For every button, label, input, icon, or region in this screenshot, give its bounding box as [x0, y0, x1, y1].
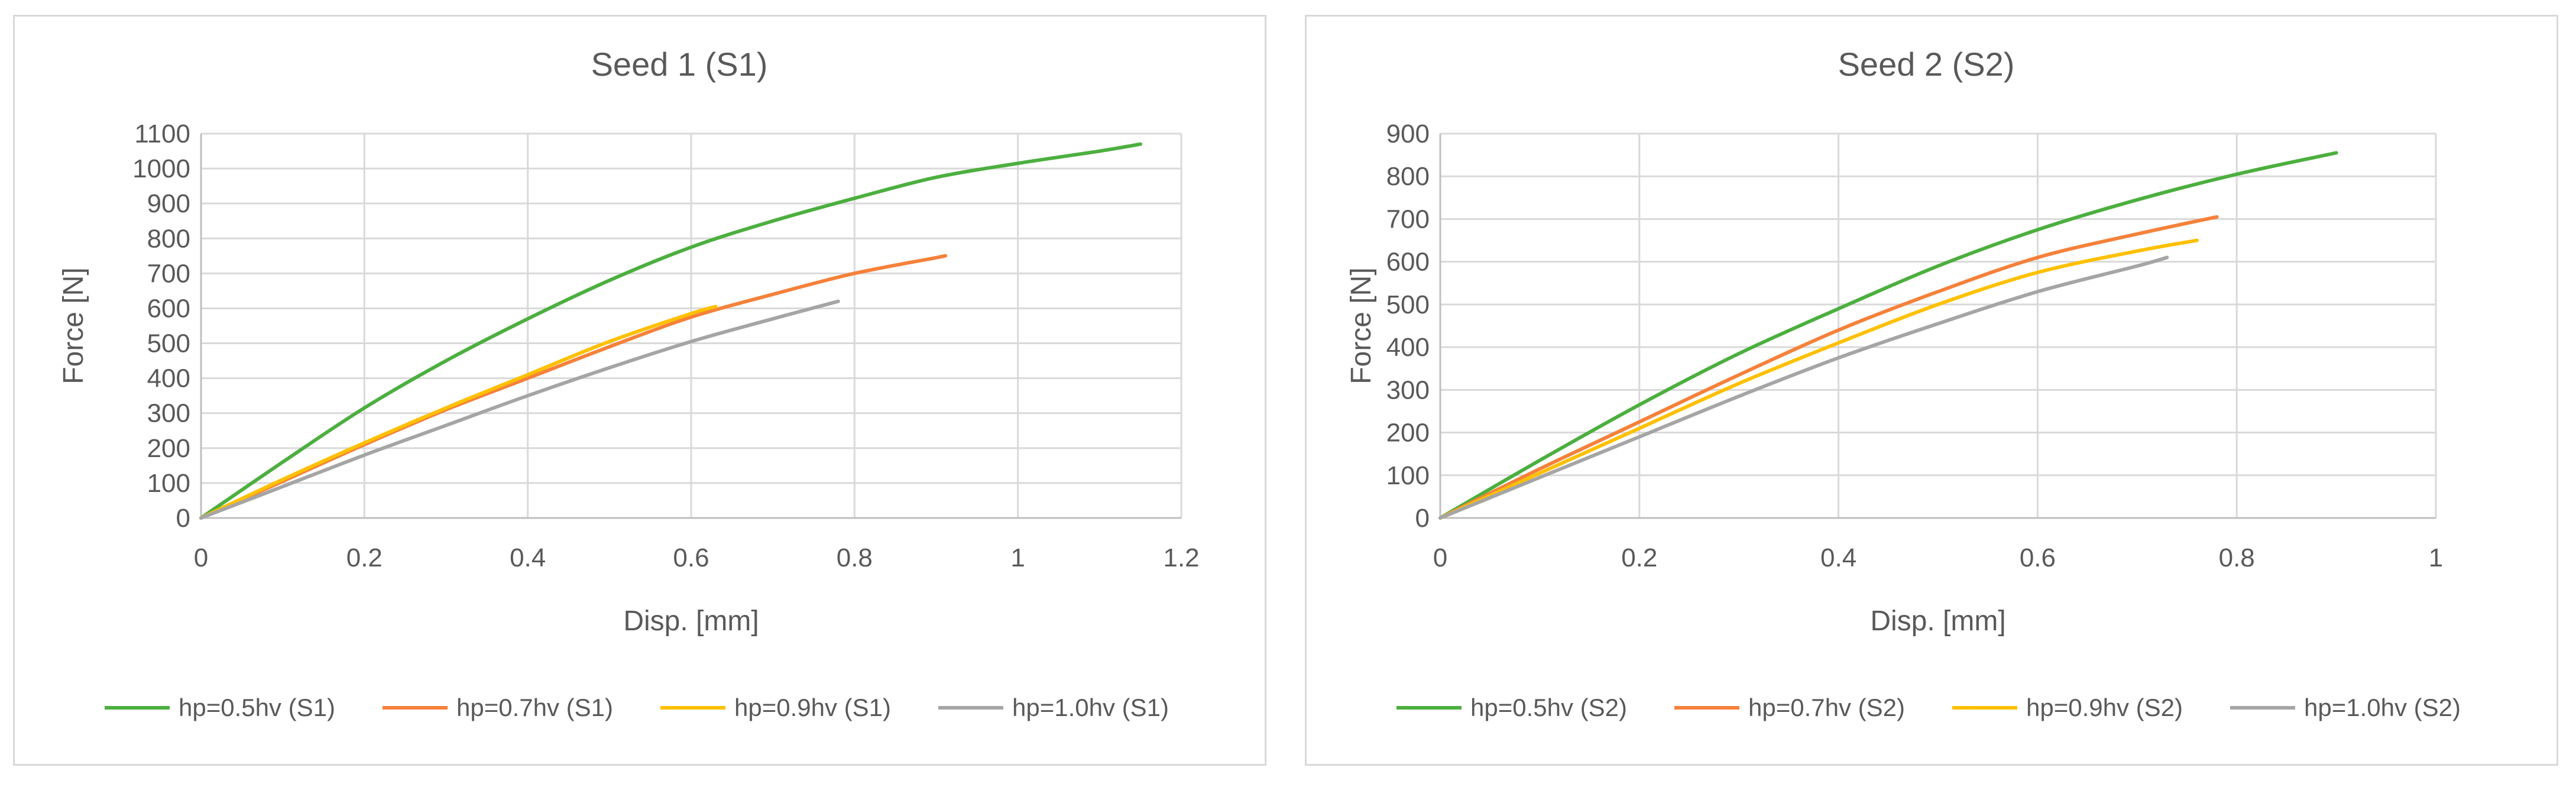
series-line-hp-0-9hv-s2 — [1438, 238, 2199, 520]
y-tick-label: 400 — [147, 364, 190, 393]
y-tick-label: 500 — [147, 329, 190, 358]
x-tick-label: 0.4 — [510, 543, 546, 572]
legend-label: hp=0.9hv (S2) — [2026, 694, 2183, 721]
x-tick-label: 0.8 — [837, 543, 873, 572]
y-tick-label: 800 — [147, 224, 190, 253]
chart-seed-2: Seed 2 (S2) 0 100 200 300 400 500 600 700 800 900 0… — [1346, 46, 2461, 721]
x-tick-label: 1 — [1010, 543, 1025, 572]
series-line-hp-0-5hv-s1 — [199, 142, 1142, 520]
y-tick-label: 0 — [1415, 504, 1430, 533]
chart-title: Seed 2 (S2) — [1838, 46, 2015, 83]
x-tick-label: 0.6 — [673, 543, 709, 572]
y-tick-label: 900 — [147, 189, 190, 218]
series-line-hp-1-0hv-s1 — [199, 299, 840, 520]
y-tick-label: 0 — [176, 504, 190, 533]
y-tick-label: 200 — [147, 434, 190, 463]
legend-label: hp=0.5hv (S2) — [1470, 694, 1627, 721]
legend-label: hp=0.7hv (S2) — [1748, 694, 1905, 721]
y-tick-label: 600 — [147, 294, 190, 323]
y-tick-label: 600 — [1386, 248, 1430, 277]
x-tick-label: 0.2 — [1621, 543, 1657, 572]
legend-label: hp=0.5hv (S1) — [179, 694, 335, 721]
x-tick-label: 1.2 — [1163, 543, 1199, 572]
y-tick-label: 900 — [1386, 119, 1430, 148]
y-tick-label: 700 — [147, 259, 190, 288]
chart-panel-seed-2: Seed 2 (S2) 0 100 200 300 400 500 600 700 800 900 0… — [1305, 15, 2558, 766]
y-tick-label: 1000 — [132, 154, 190, 183]
x-tick-label: 0.2 — [346, 543, 383, 572]
y-tick-label: 300 — [147, 399, 190, 428]
y-tick-label: 100 — [147, 469, 190, 498]
legend-label: hp=0.9hv (S1) — [734, 694, 891, 721]
x-tick-label: 0 — [1433, 543, 1447, 572]
x-tick-label: 1 — [2429, 543, 2443, 572]
y-tick-label: 400 — [1386, 333, 1430, 362]
legend-label: hp=1.0hv (S1) — [1012, 694, 1169, 721]
series-line-hp-0-5hv-s2 — [1438, 151, 2338, 520]
x-tick-label: 0.4 — [1820, 543, 1856, 572]
x-tick-label: 0.8 — [2219, 543, 2255, 572]
y-tick-label: 800 — [1386, 162, 1430, 191]
series-line-hp-0-9hv-s1 — [199, 305, 718, 520]
y-tick-label: 500 — [1386, 290, 1430, 319]
x-tick-label: 0 — [194, 543, 208, 572]
chart-title: Seed 1 (S1) — [591, 46, 768, 83]
y-tick-label: 700 — [1386, 205, 1430, 234]
y-tick-label: 100 — [1386, 461, 1430, 490]
series-line-hp-0-7hv-s2 — [1438, 215, 2219, 520]
legend-label: hp=1.0hv (S2) — [2304, 694, 2461, 721]
chart-panel-seed-1: Seed 1 (S1) 0 100 200 300 400 500 600 700 800 900 1… — [13, 15, 1266, 766]
y-axis-label: Force [N] — [1346, 267, 1377, 384]
y-tick-label: 1100 — [134, 119, 190, 148]
chart-seed-1: Seed 1 (S1) 0 100 200 300 400 500 600 700 800 900 1… — [58, 46, 1200, 721]
legend-label: hp=0.7hv (S1) — [456, 694, 613, 721]
y-tick-label: 200 — [1386, 419, 1430, 448]
x-axis-label: Disp. [mm] — [1870, 605, 2005, 637]
y-tick-label: 300 — [1386, 375, 1430, 404]
x-axis-label: Disp. [mm] — [623, 605, 759, 637]
x-tick-label: 0.6 — [2020, 543, 2056, 572]
series-line-hp-1-0hv-s2 — [1438, 255, 2169, 520]
y-axis-label: Force [N] — [58, 267, 89, 384]
